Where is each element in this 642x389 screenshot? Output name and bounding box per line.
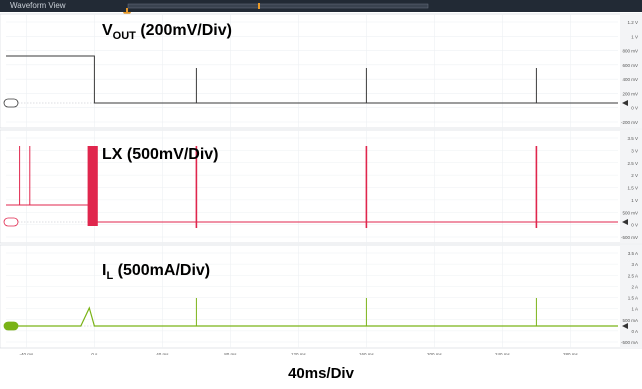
time-tick-label: 40 ms bbox=[156, 352, 169, 355]
scale-tick-label: 3 V bbox=[631, 148, 638, 153]
scale-column bbox=[620, 130, 642, 243]
time-tick-label: 240 ms bbox=[495, 352, 511, 355]
level-arrow-icon[interactable] bbox=[622, 219, 628, 225]
scale-tick-label: 1.5 V bbox=[627, 186, 638, 191]
channel-label-main: LX bbox=[102, 146, 123, 163]
timeline-bar[interactable] bbox=[127, 3, 429, 9]
scale-tick-label: 3.5 A bbox=[628, 251, 638, 256]
channel-panel bbox=[0, 129, 642, 244]
channel-panel bbox=[0, 244, 642, 349]
time-tick-label: 0 s bbox=[91, 352, 98, 355]
il-trace bbox=[6, 306, 618, 327]
scale-tick-label: -500 mV bbox=[621, 235, 638, 240]
scale-column bbox=[620, 245, 642, 348]
scale-tick-label: 500 mA bbox=[622, 318, 638, 323]
time-tick-label: 280 ms bbox=[563, 352, 579, 355]
scale-tick-label: 400 mV bbox=[622, 77, 638, 82]
time-tick-label: 200 ms bbox=[427, 352, 443, 355]
time-tick-label: 160 ms bbox=[359, 352, 375, 355]
lx-burst bbox=[87, 146, 98, 226]
level-arrow-icon[interactable] bbox=[622, 323, 628, 329]
time-tick-label: -40 ms bbox=[20, 352, 35, 355]
scale-tick-label: 2.5 A bbox=[628, 273, 638, 278]
scale-tick-label: 2 A bbox=[631, 284, 638, 289]
scale-tick-label: 0 V bbox=[631, 223, 638, 228]
channel-marker-icon[interactable] bbox=[3, 217, 19, 227]
scale-tick-label: 200 mV bbox=[622, 91, 638, 96]
channel-marker-icon[interactable] bbox=[3, 98, 19, 108]
vout-trace bbox=[6, 55, 618, 104]
scale-tick-label: -200 mV bbox=[621, 120, 638, 125]
time-per-div-label: 40ms/Div bbox=[288, 365, 354, 382]
scale-tick-label: 2 V bbox=[631, 173, 638, 178]
channel-label-main: I bbox=[102, 262, 107, 279]
scale-tick-label: 1.2 V bbox=[627, 20, 638, 25]
scale-tick-label: 1 V bbox=[631, 34, 638, 39]
channel-label-subscript: L bbox=[106, 270, 114, 283]
time-tick-label: 80 ms bbox=[224, 352, 237, 355]
scale-tick-label: 3 A bbox=[631, 262, 638, 267]
scale-tick-label: -500 mA bbox=[621, 340, 638, 345]
scale-tick-label: 1 A bbox=[631, 307, 638, 312]
scale-tick-label: 0 A bbox=[631, 329, 638, 334]
scale-tick-label: 1.5 A bbox=[628, 296, 638, 301]
channel-panel bbox=[0, 13, 642, 129]
waveform-canvas[interactable]: 1.2 V 1 V 800 mV 600 mV 400 mV 200 mV 0 V -200 … bbox=[0, 0, 642, 355]
channel-label-scale: (500mV/Div) bbox=[122, 146, 219, 163]
level-arrow-icon[interactable] bbox=[622, 100, 628, 106]
channel-label-main: V bbox=[102, 22, 113, 39]
scale-tick-label: 500 mV bbox=[622, 210, 638, 215]
channel-label-scale: (200mV/Div) bbox=[135, 22, 232, 39]
scale-tick-label: 800 mV bbox=[622, 49, 638, 54]
scale-tick-label: 0 V bbox=[631, 106, 638, 111]
scale-tick-label: 3.5 V bbox=[627, 136, 638, 141]
scale-tick-label: 1 V bbox=[631, 198, 638, 203]
time-tick-label: 120 ms bbox=[291, 352, 307, 355]
scale-tick-label: 2.5 V bbox=[627, 161, 638, 166]
channel-label-subscript: OUT bbox=[112, 30, 136, 43]
scale-tick-label: 600 mV bbox=[622, 63, 638, 68]
lx-channel-label: LX (500mV/Div) bbox=[102, 146, 219, 164]
vout-channel-label: VOUT (200mV/Div) bbox=[102, 22, 232, 42]
scale-column bbox=[620, 14, 642, 128]
il-channel-label: IL (500mA/Div) bbox=[102, 262, 210, 282]
channel-label-scale: (500mA/Div) bbox=[113, 262, 211, 279]
window-title: Waveform View bbox=[10, 1, 66, 10]
